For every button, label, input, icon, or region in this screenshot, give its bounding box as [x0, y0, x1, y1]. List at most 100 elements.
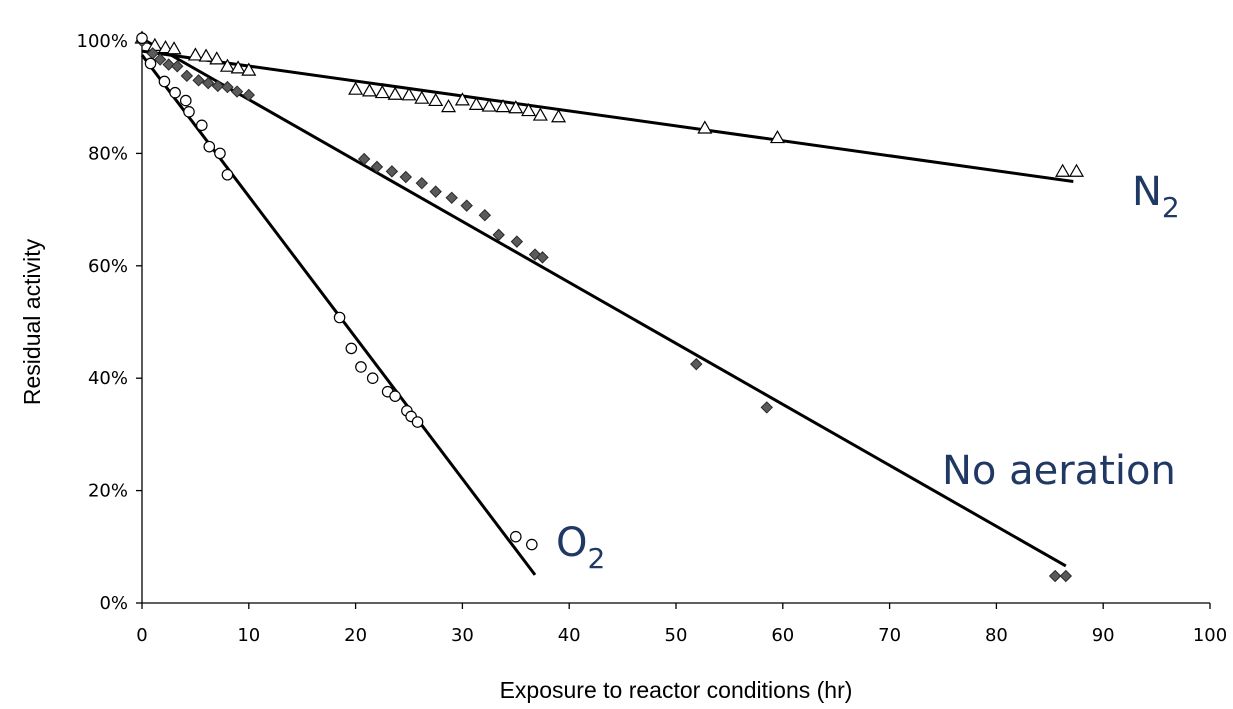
point-circle: [144, 57, 157, 70]
point-diamond: [221, 80, 234, 94]
point-triangle: [1055, 163, 1071, 177]
point-triangle: [209, 51, 225, 65]
point-triangle: [495, 99, 511, 113]
point-triangle: [481, 98, 497, 112]
series-label-no-aeration: No aeration: [942, 448, 1176, 494]
point-triangle: [157, 40, 174, 54]
point-triangle: [401, 87, 417, 101]
point-diamond: [357, 152, 371, 166]
point-circle: [183, 106, 195, 118]
x-tick-label: 30: [451, 625, 474, 646]
x-tick-label: 60: [771, 625, 794, 646]
y-tick-label: 100%: [77, 31, 128, 52]
point-triangle: [361, 83, 378, 97]
point-diamond: [162, 58, 175, 71]
x-tick-label: 100: [1193, 625, 1227, 646]
x-tick-label: 70: [878, 625, 901, 646]
series-label-o2-subscript: 2: [587, 542, 605, 575]
point-triangle: [414, 90, 430, 104]
series-label-o2: O2: [556, 520, 605, 575]
point-diamond: [478, 209, 492, 222]
y-tick-label: 0%: [99, 593, 128, 614]
point-diamond: [536, 251, 549, 264]
point-diamond: [153, 53, 167, 66]
point-triangle: [440, 99, 457, 113]
point-triangle: [241, 62, 257, 76]
point-triangle: [521, 102, 537, 117]
point-triangle: [1068, 163, 1085, 177]
point-triangle: [198, 48, 214, 62]
point-triangle: [348, 81, 364, 95]
point-triangle: [532, 107, 548, 121]
x-tick-label: 20: [344, 625, 367, 646]
point-triangle: [550, 109, 567, 123]
point-circle: [221, 168, 234, 181]
point-diamond: [445, 191, 458, 205]
x-tick-label: 50: [665, 625, 688, 646]
fit-line-n2: [141, 49, 1074, 183]
y-tick-label: 20%: [88, 481, 128, 502]
point-diamond: [211, 79, 225, 93]
point-circle: [136, 32, 148, 44]
series-label-n2: N2: [1132, 169, 1180, 224]
fit-line-no-aeration: [145, 39, 1067, 568]
series-label-n2-name: N: [1132, 169, 1162, 215]
data-points: [134, 30, 1085, 583]
point-diamond: [171, 60, 184, 73]
point-circle: [203, 140, 216, 153]
tick-labels: 0 10 20 30 40 50 60 70 80 90 100 0% 20% 40% 60% 80% 100%: [77, 31, 1228, 646]
point-triangle: [230, 60, 246, 74]
point-diamond: [429, 185, 442, 198]
series-label-o2-name: O: [556, 520, 587, 566]
point-diamond: [460, 199, 473, 212]
y-tick-label: 80%: [88, 143, 128, 164]
axes: [136, 40, 1211, 609]
point-diamond: [1048, 569, 1062, 583]
x-tick-label: 0: [136, 625, 147, 646]
x-tick-label: 10: [237, 625, 260, 646]
point-diamond: [230, 85, 244, 98]
point-triangle: [508, 100, 524, 114]
point-circle: [366, 372, 379, 384]
point-diamond: [510, 235, 524, 248]
point-triangle: [454, 92, 470, 106]
point-diamond: [1059, 569, 1073, 583]
point-diamond: [760, 401, 773, 414]
point-diamond: [242, 88, 256, 102]
x-axis-title: Exposure to reactor conditions (hr): [500, 677, 853, 703]
point-circle: [158, 75, 171, 88]
point-triangle: [428, 92, 444, 107]
point-diamond: [202, 76, 215, 90]
point-triangle: [166, 41, 182, 55]
point-triangle: [697, 120, 713, 134]
y-tick-label: 40%: [88, 368, 128, 389]
point-diamond: [399, 170, 413, 184]
point-diamond: [492, 228, 505, 242]
point-circle: [196, 119, 208, 132]
point-triangle: [374, 84, 390, 99]
point-diamond: [690, 357, 703, 371]
point-triangle: [468, 96, 484, 110]
point-triangle: [769, 129, 785, 144]
x-tick-label: 40: [558, 625, 581, 646]
series-label-n2-subscript: 2: [1162, 191, 1180, 224]
point-circle: [169, 86, 181, 99]
point-circle: [345, 342, 358, 355]
point-triangle: [187, 47, 203, 61]
point-circle: [526, 538, 538, 551]
y-tick-label: 60%: [88, 256, 128, 277]
point-diamond: [415, 176, 429, 190]
y-axis-title: Residual activity: [19, 238, 45, 405]
point-circle: [411, 416, 424, 428]
x-tick-label: 90: [1092, 625, 1115, 646]
point-circle: [389, 390, 401, 402]
point-diamond: [370, 160, 384, 174]
point-diamond: [180, 69, 194, 83]
fit-lines: [140, 39, 1074, 576]
point-circle: [509, 530, 522, 543]
point-triangle: [387, 86, 403, 100]
point-triangle: [219, 58, 235, 72]
point-circle: [214, 147, 226, 160]
